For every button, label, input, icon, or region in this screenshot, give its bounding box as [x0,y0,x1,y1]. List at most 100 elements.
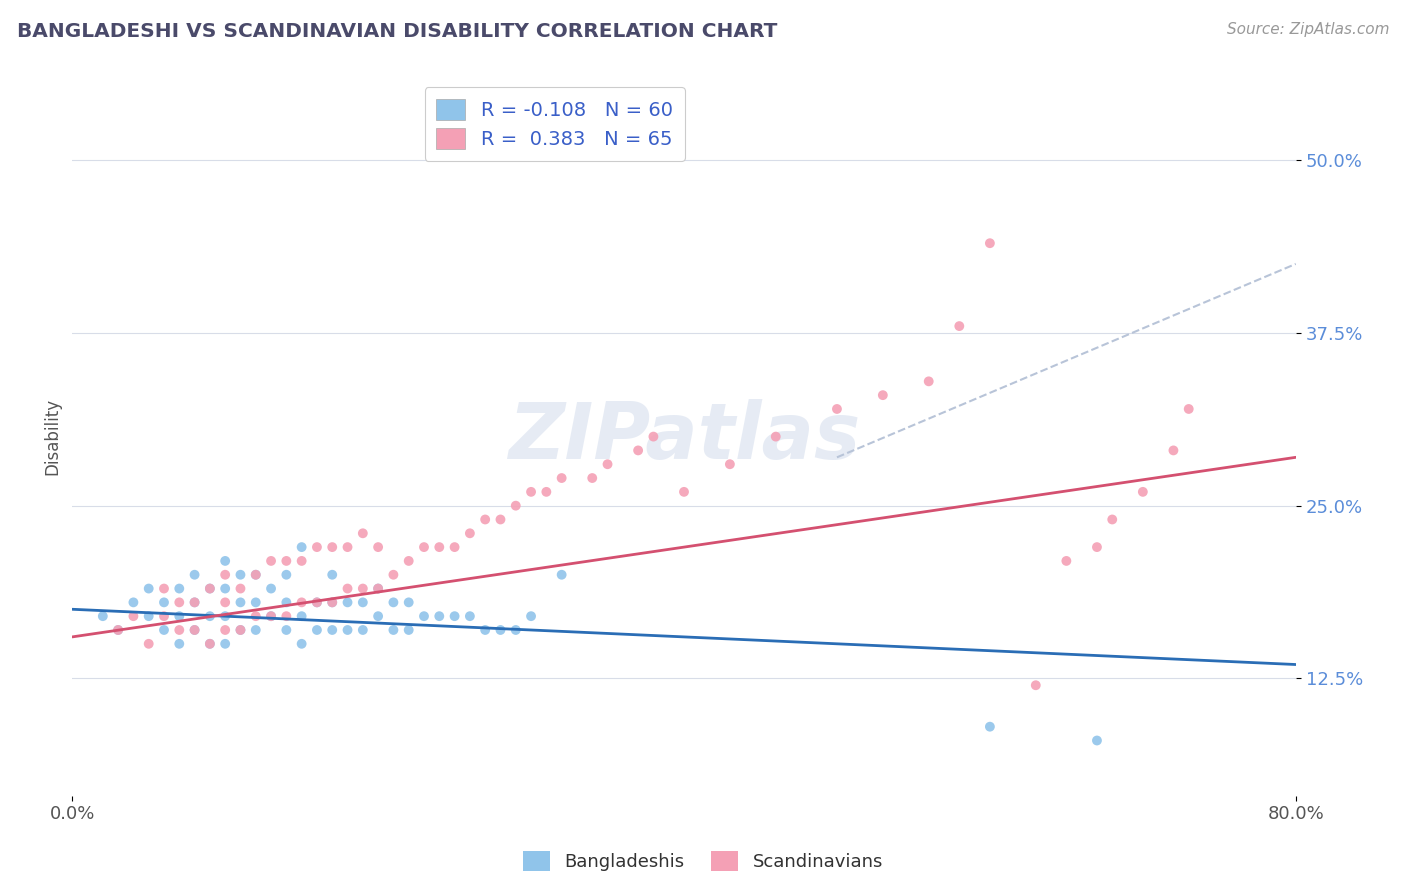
Text: Source: ZipAtlas.com: Source: ZipAtlas.com [1226,22,1389,37]
Point [138,582,160,596]
Point [214,637,236,651]
Point [550,567,572,582]
Point [291,637,314,651]
Point [169,582,191,596]
Point [627,443,650,458]
Point [352,623,374,637]
Point [1025,678,1047,692]
Point [198,637,221,651]
Point [825,401,848,416]
Point [122,595,145,609]
Point [765,429,787,443]
Point [245,567,267,582]
Point [321,595,343,609]
Point [321,540,343,554]
Point [550,471,572,485]
Point [336,582,359,596]
Point [398,623,420,637]
Point [260,554,283,568]
Point [169,609,191,624]
Point [458,526,481,541]
Point [979,236,1001,251]
Point [169,623,191,637]
Point [229,582,252,596]
Text: BANGLADESHI VS SCANDINAVIAN DISABILITY CORRELATION CHART: BANGLADESHI VS SCANDINAVIAN DISABILITY C… [17,22,778,41]
Text: ZIPatlas: ZIPatlas [508,399,860,475]
Point [214,554,236,568]
Point [1085,540,1108,554]
Point [1163,443,1185,458]
Point [183,567,205,582]
Point [260,582,283,596]
Point [183,623,205,637]
Point [336,595,359,609]
Point [382,567,405,582]
Point [398,595,420,609]
Point [107,623,129,637]
Point [948,319,970,334]
Point [214,595,236,609]
Legend: Bangladeshis, Scandinavians: Bangladeshis, Scandinavians [516,844,890,879]
Point [198,582,221,596]
Point [153,582,176,596]
Point [138,637,160,651]
Point [581,471,603,485]
Point [214,623,236,637]
Point [91,609,114,624]
Point [245,567,267,582]
Point [336,623,359,637]
Point [382,595,405,609]
Point [1177,401,1199,416]
Point [367,540,389,554]
Point [305,595,328,609]
Point [183,623,205,637]
Point [536,484,558,499]
Point [169,595,191,609]
Point [198,609,221,624]
Point [305,595,328,609]
Point [1132,484,1154,499]
Point [183,595,205,609]
Point [229,595,252,609]
Point [229,623,252,637]
Point [672,484,695,499]
Point [153,595,176,609]
Point [398,554,420,568]
Point [321,623,343,637]
Point [183,595,205,609]
Point [596,457,619,471]
Point [214,582,236,596]
Point [276,567,298,582]
Point [198,637,221,651]
Point [305,540,328,554]
Point [520,609,543,624]
Legend: R = -0.108   N = 60, R =  0.383   N = 65: R = -0.108 N = 60, R = 0.383 N = 65 [425,87,685,161]
Point [413,540,436,554]
Point [872,388,894,402]
Point [321,595,343,609]
Point [305,623,328,637]
Point [367,582,389,596]
Point [413,609,436,624]
Point [229,623,252,637]
Point [474,623,496,637]
Point [1101,512,1123,526]
Point [245,595,267,609]
Point [458,609,481,624]
Point [107,623,129,637]
Point [276,554,298,568]
Point [352,582,374,596]
Point [352,595,374,609]
Point [367,609,389,624]
Point [214,609,236,624]
Point [122,609,145,624]
Point [1054,554,1077,568]
Point [321,567,343,582]
Point [291,609,314,624]
Point [367,582,389,596]
Point [291,540,314,554]
Point [276,609,298,624]
Point [169,637,191,651]
Point [489,512,512,526]
Point [505,623,527,637]
